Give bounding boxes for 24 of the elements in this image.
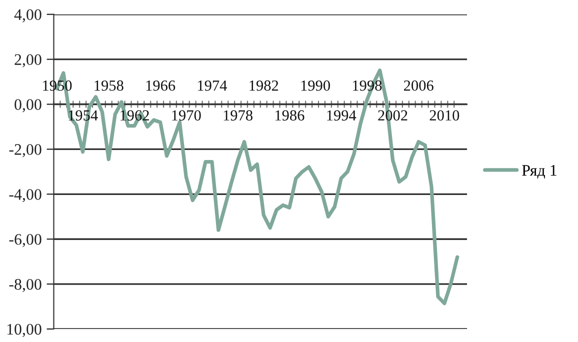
- x-tick-label: 1986: [276, 110, 304, 121]
- x-tick-label: 1974: [198, 80, 227, 91]
- x-tick-label: 2010: [430, 110, 460, 121]
- x-tick-label: 1990: [301, 80, 330, 91]
- x-tick-label: 1982: [250, 80, 278, 91]
- y-tick-label: -6,00: [9, 234, 42, 248]
- x-tick-label: 1962: [120, 110, 149, 121]
- x-tick-label: 2006: [404, 80, 434, 91]
- x-tick-label: 1958: [94, 80, 124, 91]
- x-tick-label: 1978: [224, 110, 252, 121]
- y-tick-label: -8,00: [9, 278, 42, 292]
- x-tick-label: 1954: [68, 110, 98, 121]
- y-tick-label: 10,00: [7, 324, 42, 337]
- y-tick-label: -4,00: [9, 189, 42, 202]
- y-tick-label: 4,00: [14, 9, 42, 22]
- x-tick-label: 1994: [327, 110, 356, 121]
- x-tick-label: 1998: [353, 80, 382, 91]
- legend-label: Ряд 1: [522, 165, 556, 179]
- x-tick-label: 1970: [172, 110, 201, 121]
- y-tick-label: 2,00: [14, 54, 42, 68]
- y-tick-label: -2,00: [9, 144, 42, 158]
- x-tick-label: 2002: [378, 110, 408, 121]
- y-tick-label: 0,00: [14, 99, 42, 112]
- x-tick-label: 1966: [146, 80, 176, 91]
